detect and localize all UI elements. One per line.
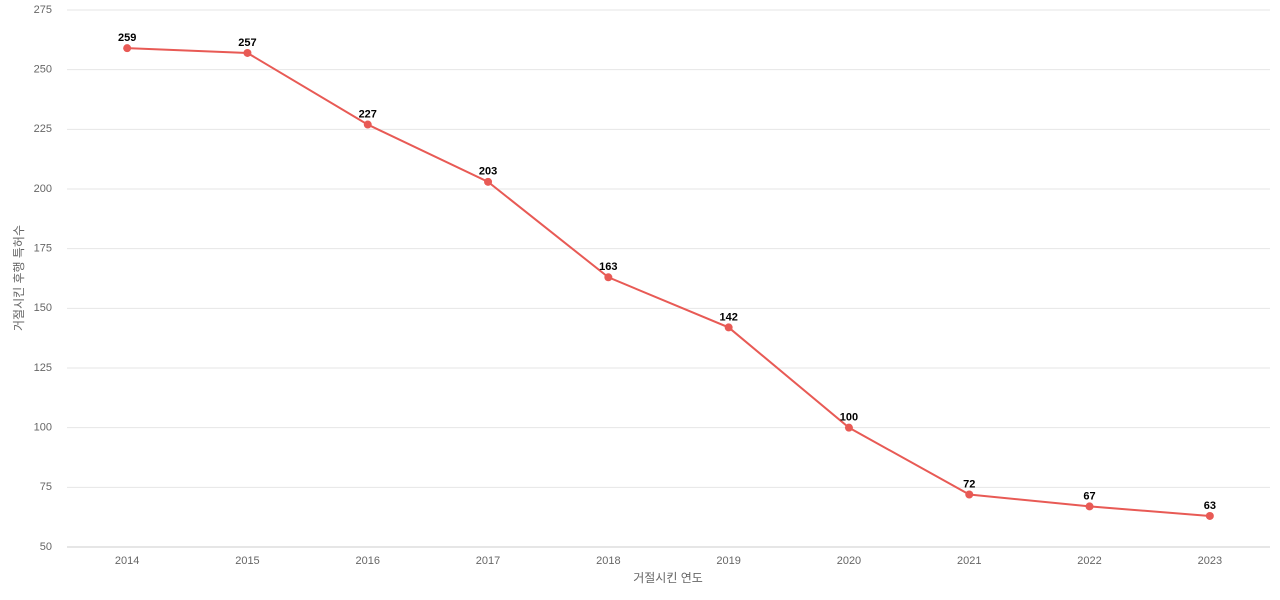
y-tick-label: 225 [34, 123, 52, 135]
x-tick-label: 2014 [115, 555, 139, 567]
y-tick-label: 50 [40, 541, 52, 553]
data-label: 63 [1204, 500, 1216, 512]
x-axis-title: 거절시킨 연도 [633, 571, 703, 585]
x-tick-label: 2016 [356, 555, 380, 567]
x-tick-label: 2015 [235, 555, 259, 567]
point [724, 323, 733, 332]
data-label: 163 [599, 261, 617, 273]
x-tick-label: 2018 [596, 555, 620, 567]
point [243, 48, 252, 57]
y-axis-title: 거절시킨 후행 특허수 [11, 225, 26, 331]
point [844, 423, 853, 432]
data-label: 203 [479, 166, 497, 178]
point [1085, 502, 1094, 511]
y-tick-label: 175 [34, 243, 52, 255]
y-tick-label: 250 [34, 64, 52, 76]
y-tick-label: 275 [34, 4, 52, 16]
line [127, 47, 1210, 517]
data-label: 67 [1083, 490, 1095, 502]
data-label: 259 [118, 32, 136, 44]
data-label: 72 [963, 478, 975, 490]
data-label: 142 [719, 311, 737, 323]
x-tick-label: 2022 [1077, 555, 1101, 567]
x-tick-label: 2017 [476, 555, 500, 567]
point [1205, 511, 1214, 520]
x-tick-label: 2019 [716, 555, 740, 567]
y-tick-label: 150 [34, 302, 52, 314]
data-label: 257 [238, 37, 256, 49]
x-tick-label: 2021 [957, 555, 981, 567]
y-tick-label: 125 [34, 362, 52, 374]
y-tick-label: 75 [40, 481, 52, 493]
point [965, 490, 974, 499]
point [363, 120, 372, 129]
x-tick-label: 2020 [837, 555, 861, 567]
point [604, 273, 613, 282]
data-label: 227 [359, 108, 377, 120]
point [484, 177, 493, 186]
y-tick-label: 200 [34, 183, 52, 195]
point [123, 44, 132, 53]
y-tick-label: 100 [34, 422, 52, 434]
x-tick-label: 2023 [1198, 555, 1222, 567]
data-label: 100 [840, 412, 858, 424]
